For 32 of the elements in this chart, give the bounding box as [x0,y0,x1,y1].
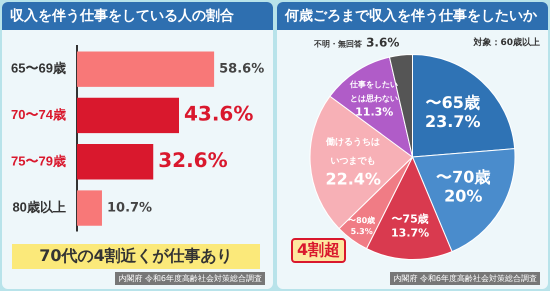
text: 内閣府 令和6年度高齢社会対策総合調査 [390,272,540,285]
text: 内閣府 令和6年度高齢社会対策総合調査 [115,272,265,285]
data-label: 32.6% [158,148,228,172]
text: 4割超 [291,238,346,263]
slice-label: 不明・無回答 [313,39,364,48]
data-label: 43.6% [184,102,254,126]
bar [76,190,102,226]
y-tick-label: 70〜74歳 [11,107,66,122]
data-label: 13.7% [391,226,430,240]
bar [76,98,179,134]
slice-label: 働けるうちはいつまでも [325,136,380,166]
slice-label: 〜75歳 [391,212,429,226]
y-tick-label: 80歳以上 [12,200,66,215]
data-label: 58.6% [219,62,264,77]
data-label: 22.4% [325,169,381,188]
slice-label: 〜65歳 [426,92,480,112]
data-label: 11.3% [355,106,394,119]
slice-label: 〜80歳 [348,216,376,226]
y-tick-label: 65〜69歳 [11,60,66,76]
data-label: 5.3% [350,227,373,236]
y-tick-label: 75〜79歳 [11,153,66,168]
data-label: 3.6% [366,35,400,50]
bar [76,144,154,180]
bar [76,51,214,87]
data-label: 23.7% [425,112,481,131]
chart-title: 何歳ごろまで収入を伴う仕事をしたいか [277,2,548,30]
slice-label: 〜70歳 [436,168,490,187]
data-label: 20% [444,186,482,206]
text: 70代の4割近くが仕事あり [12,244,260,269]
data-label: 10.7% [106,200,152,216]
text: 対象：60歳以上 [473,36,540,49]
chart-title: 収入を伴う仕事をしている人の割合 [2,2,273,30]
